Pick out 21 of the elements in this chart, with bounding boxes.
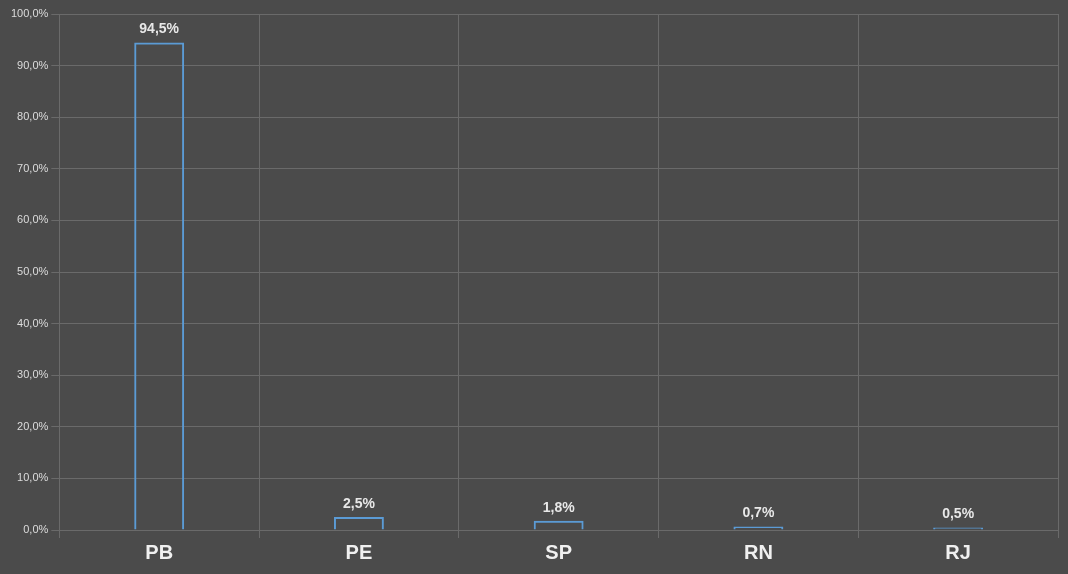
x-tick-label: SP bbox=[545, 540, 572, 563]
y-tick-label: 20,0% bbox=[17, 419, 49, 432]
y-tick-label: 40,0% bbox=[17, 316, 49, 329]
y-tick-label: 80,0% bbox=[17, 110, 49, 123]
y-tick-label: 50,0% bbox=[17, 265, 49, 278]
data-label: 2,5% bbox=[342, 494, 376, 511]
y-tick-label: 90,0% bbox=[17, 58, 49, 71]
data-label: 1,8% bbox=[542, 498, 576, 515]
x-tick-label: PB bbox=[145, 540, 174, 563]
y-tick-label: 0,0% bbox=[23, 523, 49, 536]
y-tick-label: 60,0% bbox=[17, 213, 49, 226]
data-label: 94,5% bbox=[139, 20, 180, 37]
x-tick-label: RN bbox=[743, 540, 773, 563]
y-tick-label: 10,0% bbox=[17, 471, 49, 484]
x-tick-label: PE bbox=[345, 540, 373, 563]
data-label: 0,5% bbox=[942, 505, 975, 522]
y-tick-label: 100,0% bbox=[11, 7, 49, 20]
y-tick-label: 70,0% bbox=[17, 161, 49, 174]
y-tick-label: 30,0% bbox=[17, 368, 49, 381]
data-label: 0,7% bbox=[742, 504, 775, 521]
x-tick-label: RJ bbox=[945, 540, 971, 563]
